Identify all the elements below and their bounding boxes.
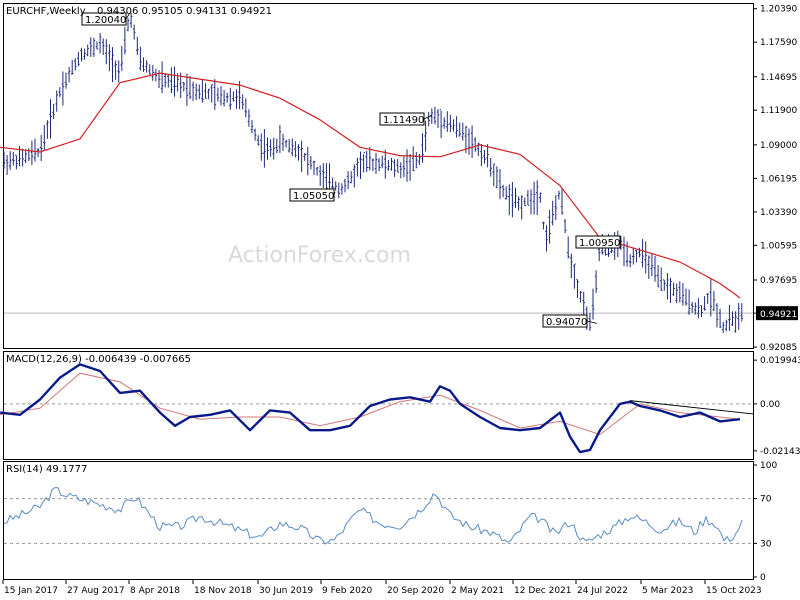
annotation-leader [586, 320, 598, 324]
annotation-box [81, 12, 127, 26]
price-axis: 1.20390 1.17590 1.14695 1.11900 1.09000 1.061… [753, 5, 797, 353]
price-ohlc-readout: 0.94306 0.95105 0.94131 0.94921 [97, 6, 272, 17]
annotation-leader [423, 114, 433, 120]
annotation-leader [125, 12, 131, 20]
macd-trendline [629, 400, 754, 415]
price-axis-label: 1.09000 [760, 141, 797, 151]
price-axis-label: 1.14695 [760, 73, 797, 83]
macd-panel-title: MACD(12,26,9) -0.006439 -0.007665 [6, 354, 191, 365]
sma-line [0, 72, 741, 299]
x-axis-label: 30 Jun 2019 [259, 586, 313, 596]
rsi-axis-label: 0 [760, 573, 766, 583]
price-axis-label: 0.92085 [760, 343, 797, 353]
macd-panel-frame [3, 351, 754, 460]
rsi-axis-label: 30 [760, 539, 772, 549]
price-panel-title: EURCHF,Weekly [6, 6, 86, 17]
x-axis-label: 8 Apr 2018 [130, 586, 180, 596]
rsi-line [3, 487, 743, 545]
annotation-label: 1.05050 [293, 191, 334, 202]
macd-axis-label: -0.021434 [760, 447, 800, 457]
price-axis-label: 1.03390 [760, 208, 797, 218]
current-price-tag [756, 306, 798, 321]
watermark: ActionForex.com [228, 243, 411, 268]
x-axis-label: 24 Jul 2022 [577, 586, 628, 596]
rsi-panel-frame [3, 461, 754, 580]
macd-axis-label: 0.019943 [760, 356, 800, 366]
x-axis-label: 20 Sep 2020 [387, 586, 444, 596]
macd-axis-label: 0.00 [760, 400, 780, 410]
price-axis-label: 1.06195 [760, 174, 797, 184]
annotation-label: 1.11490 [383, 115, 424, 126]
annotation-label: 1.20040 [85, 15, 126, 26]
current-price-label: 0.94921 [760, 310, 797, 320]
macd-signal-line [0, 372, 741, 436]
x-axis-label: 12 Dec 2021 [514, 586, 572, 596]
price-axis-label: 1.00595 [760, 241, 797, 251]
x-axis-label: 5 Mar 2023 [642, 586, 693, 596]
rsi-plot: 100 70 30 0 [3, 461, 777, 583]
x-axis-label: 9 Feb 2020 [322, 586, 373, 596]
rsi-axis-label: 100 [760, 461, 777, 471]
x-axis-label: 18 Nov 2018 [194, 586, 252, 596]
x-axis: 15 Jan 2017 27 Aug 2017 8 Apr 2018 18 Nov 2… [2, 580, 762, 596]
annotation-box [289, 188, 335, 202]
rsi-panel-title: RSI(14) 49.1777 [6, 464, 87, 475]
price-panel-frame [3, 3, 754, 349]
macd-plot: 0.019943 0.00 -0.021434 [0, 356, 800, 457]
annotation-box [379, 112, 425, 126]
annotation-label: 1.00950 [579, 238, 620, 249]
rsi-axis-label: 70 [760, 495, 772, 505]
x-axis-label: 15 Oct 2023 [706, 586, 762, 596]
x-axis-label: 15 Jan 2017 [4, 586, 58, 596]
price-axis-label: 1.17590 [760, 38, 797, 48]
macd-line [0, 363, 741, 454]
price-plot: 0.94921 1.20040 1.11490 1.05050 1.00950 0.940… [0, 12, 798, 334]
price-axis-label: 1.20390 [760, 5, 797, 15]
annotation-box [542, 314, 588, 328]
annotation-box [575, 235, 621, 249]
price-axis-label: 0.97695 [760, 276, 797, 286]
x-axis-label: 2 May 2021 [451, 586, 504, 596]
x-axis-label: 27 Aug 2017 [67, 586, 125, 596]
price-axis-label: 1.11900 [760, 106, 797, 116]
annotation-label: 0.94070 [546, 317, 587, 328]
